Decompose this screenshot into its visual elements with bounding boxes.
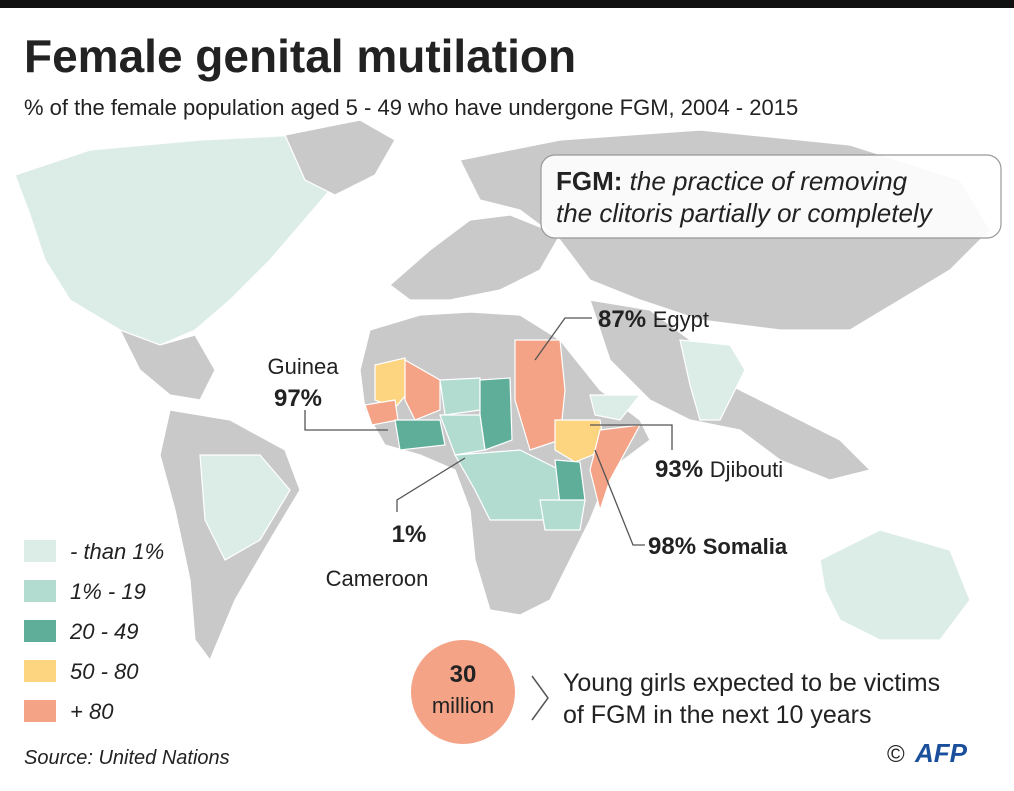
stat-block: 30 million Young girls expected to be vi…	[411, 640, 940, 744]
definition-frame	[540, 154, 1002, 239]
afp-logo: AFP	[914, 738, 968, 768]
legend: - than 1% 1% - 19 20 - 49 50 - 80 + 80	[24, 539, 164, 724]
legend-label: 1% - 19	[70, 579, 146, 604]
copyright: ©	[887, 741, 905, 768]
callout-country: Egypt	[653, 307, 709, 332]
definition-line1: FGM: the practice of removing	[556, 166, 908, 196]
definition-box: FGM: the practice of removing the clitor…	[540, 154, 1002, 239]
leader-line	[396, 457, 466, 512]
legend-swatch	[24, 660, 56, 682]
definition-text: the practice of removing	[630, 166, 908, 196]
legend-label: 20 - 49	[69, 619, 139, 644]
legend-label: + 80	[70, 699, 114, 724]
legend-swatch	[24, 540, 56, 562]
source: Source: United Nations	[24, 747, 230, 769]
subtitle: % of the female population aged 5 - 49 w…	[24, 95, 798, 120]
definition-term: FGM:	[556, 166, 622, 196]
stat-text: Young girls expected to be victims	[563, 669, 940, 697]
callout-value: 1%	[392, 521, 427, 548]
callout-country: Djibouti	[710, 457, 783, 482]
legend-label: 50 - 80	[70, 659, 139, 684]
legend-label: - than 1%	[70, 539, 164, 564]
chevron	[531, 675, 549, 721]
stat-text: of FGM in the next 10 years	[563, 701, 871, 729]
callout-value: 97%	[274, 385, 322, 412]
legend-swatch	[24, 580, 56, 602]
leader-line	[590, 424, 673, 450]
callout-country: Cameroon	[326, 566, 429, 591]
leader-line	[304, 410, 388, 431]
definition-line2: the clitoris partially or completely	[556, 198, 934, 228]
leader-line	[534, 317, 592, 361]
leader-line	[594, 449, 645, 546]
stat-number: 30	[450, 661, 477, 688]
callout-line: 93% Djibouti	[655, 456, 783, 483]
title: Female genital mutilation	[24, 30, 576, 82]
legend-swatch	[24, 620, 56, 642]
callout-value: 98%	[648, 533, 696, 560]
callout-country: Somalia	[703, 534, 788, 559]
callout-line: 98% Somalia	[648, 533, 788, 560]
top-bar	[0, 0, 1014, 8]
callout-value: 87%	[598, 306, 646, 333]
callout-country: Guinea	[268, 354, 340, 379]
stat-unit: million	[432, 693, 494, 718]
legend-swatch	[24, 700, 56, 722]
callout-line: 87% Egypt	[598, 306, 709, 333]
callouts: Guinea 97% 1% Cameroon 87% Egypt 93% Dji…	[268, 306, 788, 591]
stat-circle	[411, 640, 515, 744]
callout-value: 93%	[655, 456, 703, 483]
